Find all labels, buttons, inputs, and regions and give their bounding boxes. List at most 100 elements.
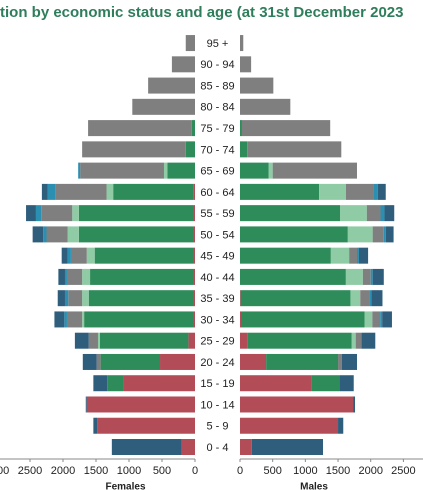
bar-segment	[240, 98, 291, 115]
bar-segment	[191, 120, 195, 137]
bar-segment	[78, 205, 194, 222]
bar-segment	[43, 226, 47, 243]
bar-segment	[373, 183, 378, 200]
bar-segment	[247, 141, 342, 158]
bar-segment	[240, 162, 269, 179]
category-label: 15 - 19	[200, 378, 234, 390]
bar-segment	[193, 247, 195, 264]
bar-segment	[58, 268, 65, 285]
bar-segment	[78, 162, 81, 179]
bar-segment	[82, 311, 85, 328]
bar-segment	[240, 77, 274, 94]
category-label: 95 +	[207, 38, 229, 50]
bar-segment	[366, 205, 381, 222]
x-tick-label: 0	[237, 465, 243, 477]
bar-segment	[86, 247, 95, 264]
category-label: 60 - 64	[200, 187, 234, 199]
bar-segment	[338, 353, 342, 370]
bar-segment	[123, 375, 195, 392]
category-label: 40 - 44	[200, 272, 234, 284]
bar-segment	[330, 247, 350, 264]
x-axis-label: Females	[105, 482, 145, 490]
bar-segment	[82, 290, 89, 307]
bar-segment	[338, 417, 344, 434]
bar-segment	[88, 120, 192, 137]
x-tick-label: 2000	[51, 465, 75, 477]
bar-segment	[68, 290, 83, 307]
bar-segment	[193, 205, 195, 222]
bar-segment	[84, 311, 194, 328]
bar-segment	[362, 268, 371, 285]
bar-segment	[268, 162, 273, 179]
bar-segment	[372, 226, 384, 243]
bar-segment	[240, 417, 339, 434]
bar-segment	[72, 205, 79, 222]
bar-segment	[251, 439, 324, 455]
bar-segment	[240, 247, 331, 264]
bar-segment	[193, 183, 195, 200]
category-label: 25 - 29	[200, 336, 234, 348]
bar-segment	[380, 311, 383, 328]
x-tick-label: 500	[153, 465, 171, 477]
x-tick-label: 2000	[358, 465, 382, 477]
bar-segment	[350, 290, 361, 307]
bar-segment	[88, 290, 194, 307]
bar-segment	[319, 183, 346, 200]
bar-segment	[54, 311, 65, 328]
bar-segment	[106, 183, 114, 200]
bar-segment	[64, 290, 69, 307]
bar-segment	[341, 353, 357, 370]
bar-segment	[372, 268, 384, 285]
bar-segment	[240, 56, 252, 73]
category-label: 30 - 34	[200, 314, 234, 326]
bar-segment	[90, 268, 194, 285]
bar-segment	[188, 332, 195, 349]
bar-segment	[369, 290, 372, 307]
category-label: 75 - 79	[200, 123, 234, 135]
x-tick-label: 0	[192, 465, 198, 477]
bar-segment	[372, 311, 381, 328]
bar-segment	[64, 311, 67, 328]
bar-segment	[353, 396, 356, 413]
category-label: 10 - 14	[200, 399, 234, 411]
bar-segment	[67, 226, 79, 243]
bar-segment	[240, 268, 346, 285]
bar-segment	[240, 35, 244, 52]
bar-segment	[185, 35, 195, 52]
bar-segment	[82, 268, 91, 285]
bar-segment	[94, 247, 194, 264]
bar-segment	[355, 332, 362, 349]
bar-segment	[57, 290, 65, 307]
bar-segment	[32, 226, 44, 243]
bar-segment	[100, 353, 161, 370]
category-label: 0 - 4	[206, 442, 228, 454]
category-label: 90 - 94	[200, 59, 234, 71]
bar-segment	[385, 226, 394, 243]
bar-segment	[345, 268, 363, 285]
category-label: 35 - 39	[200, 293, 234, 305]
bar-segment	[47, 183, 56, 200]
bar-segment	[107, 375, 124, 392]
bar-segment	[64, 268, 67, 285]
bar-segment	[311, 375, 340, 392]
bar-segment	[97, 417, 195, 434]
chart-title: tion by economic status and age (at 31st…	[0, 4, 403, 21]
bar-segment	[85, 396, 87, 413]
bar-segment	[360, 290, 370, 307]
bar-segment	[240, 226, 348, 243]
bar-segment	[74, 332, 89, 349]
bar-segment	[96, 353, 101, 370]
bar-segment	[193, 226, 195, 243]
category-label: 20 - 24	[200, 357, 234, 369]
bar-segment	[380, 205, 385, 222]
bar-segment	[193, 311, 195, 328]
bar-segment	[339, 375, 354, 392]
bar-segment	[351, 332, 356, 349]
bar-segment	[99, 332, 189, 349]
category-label: 45 - 49	[200, 251, 234, 263]
bar-segment	[167, 162, 195, 179]
x-tick-label: 1500	[326, 465, 350, 477]
bar-segment	[240, 375, 312, 392]
category-label: 5 - 9	[206, 421, 228, 433]
